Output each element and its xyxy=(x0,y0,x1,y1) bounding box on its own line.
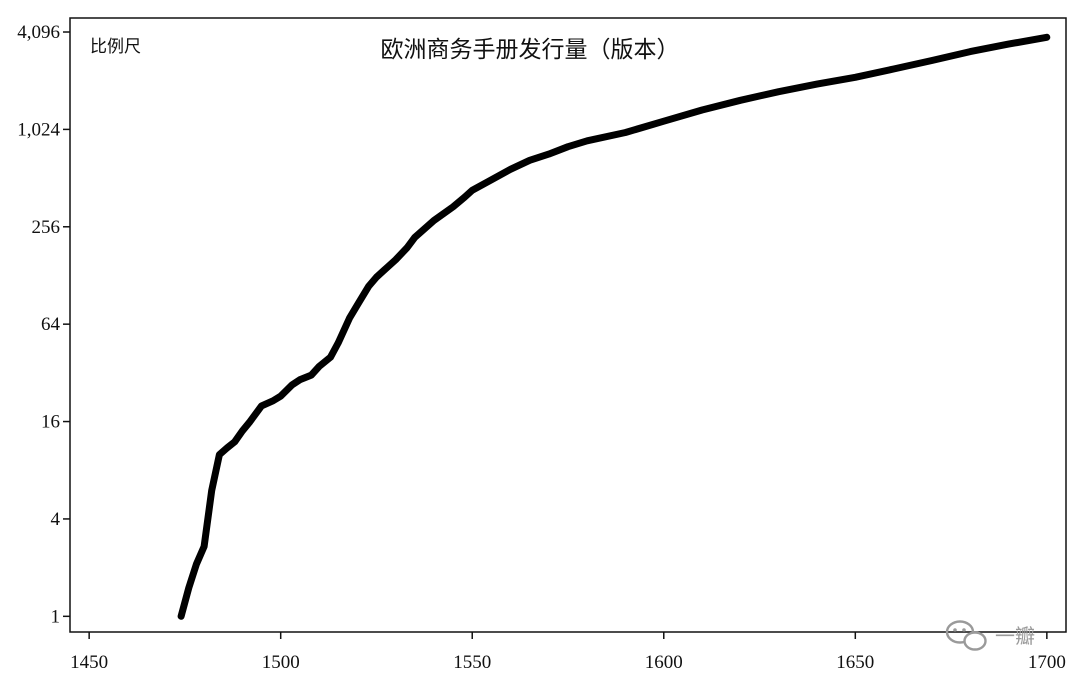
plot-frame xyxy=(69,17,1067,633)
x-tick-label: 1450 xyxy=(70,652,108,673)
y-tick-label: 1 xyxy=(51,606,61,627)
y-tick-label: 4,096 xyxy=(17,22,60,43)
series-line xyxy=(177,33,1051,620)
wechat-icon xyxy=(945,620,987,651)
y-tick-label: 1,024 xyxy=(17,119,60,140)
y-tick-label: 4 xyxy=(51,509,61,530)
x-tick-label: 1600 xyxy=(645,652,683,673)
y-tick-label: 64 xyxy=(41,314,61,335)
scale-label: 比例尺 xyxy=(90,37,141,57)
y-axis: 1 4 16 64 256 1,024 4,096 xyxy=(17,22,70,627)
x-tick-label: 1650 xyxy=(836,652,874,673)
x-tick-label: 1550 xyxy=(453,652,491,673)
y-tick-label: 256 xyxy=(32,217,61,238)
y-tick-label: 16 xyxy=(41,412,60,433)
x-tick-label: 1700 xyxy=(1028,652,1066,673)
x-tick-label: 1500 xyxy=(262,652,300,673)
chart-title: 欧洲商务手册发行量（版本） xyxy=(381,37,680,63)
watermark-text: 一瓣 xyxy=(995,624,1035,648)
x-axis: 1450 1500 1550 1600 1650 1700 xyxy=(70,632,1066,673)
